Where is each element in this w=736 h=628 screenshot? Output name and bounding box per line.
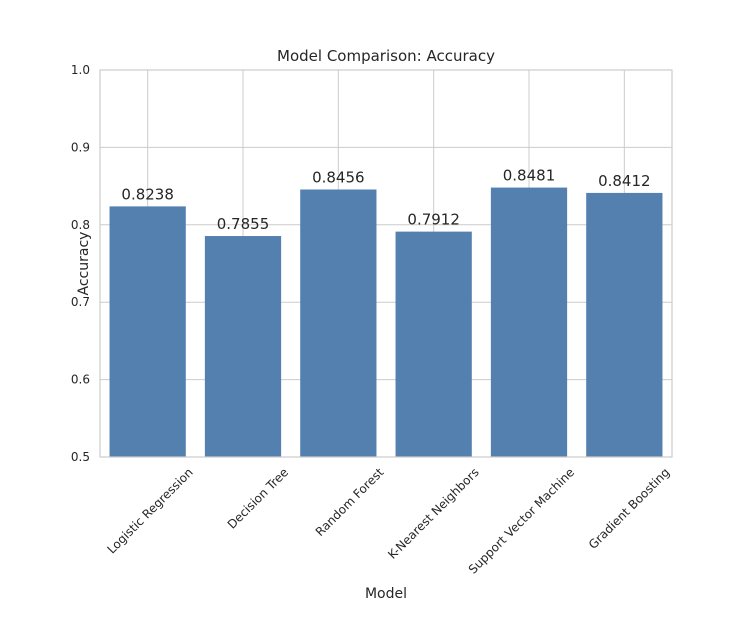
plot-frame — [99, 69, 673, 458]
y-tick-label: 0.9 — [71, 140, 90, 154]
x-tick-labels: Logistic Regression Decision Tree Random F… — [104, 465, 672, 577]
y-tick-label: 0.8 — [71, 218, 90, 232]
data-labels: 0.8238 0.7855 0.8456 0.7912 0.8481 0.8412 — [121, 167, 650, 233]
x-tick-label: Logistic Regression — [104, 465, 195, 556]
data-label: 0.8238 — [121, 185, 174, 203]
bar — [300, 189, 377, 457]
y-tick-label: 0.6 — [71, 373, 90, 387]
data-label: 0.7855 — [217, 215, 270, 233]
x-tick-label: Decision Tree — [225, 465, 291, 531]
data-label: 0.8412 — [598, 172, 651, 190]
x-tick-label: Support Vector Machine — [466, 465, 577, 576]
y-tick-labels: 0.5 0.6 0.7 0.8 0.9 1.0 — [71, 63, 90, 464]
y-axis-label: Accuracy — [76, 232, 92, 296]
bars-layer — [109, 187, 663, 457]
y-tick-label: 1.0 — [71, 63, 90, 77]
y-tick-label: 0.7 — [71, 295, 90, 309]
bar — [490, 187, 568, 457]
data-label: 0.7912 — [407, 211, 460, 229]
bar — [586, 192, 663, 457]
bar — [204, 236, 282, 457]
chart-title: Model Comparison: Accuracy — [277, 47, 495, 65]
data-label: 0.8456 — [312, 169, 365, 187]
x-tick-label: Gradient Boosting — [586, 465, 673, 552]
data-label: 0.8481 — [503, 167, 556, 185]
x-axis-label: Model — [365, 586, 407, 602]
x-tick-label: K-Nearest Neighbors — [385, 465, 482, 562]
x-tick-label: Random Forest — [313, 465, 387, 539]
bar — [109, 206, 186, 457]
y-tick-label: 0.5 — [71, 450, 90, 464]
bar — [395, 231, 472, 457]
